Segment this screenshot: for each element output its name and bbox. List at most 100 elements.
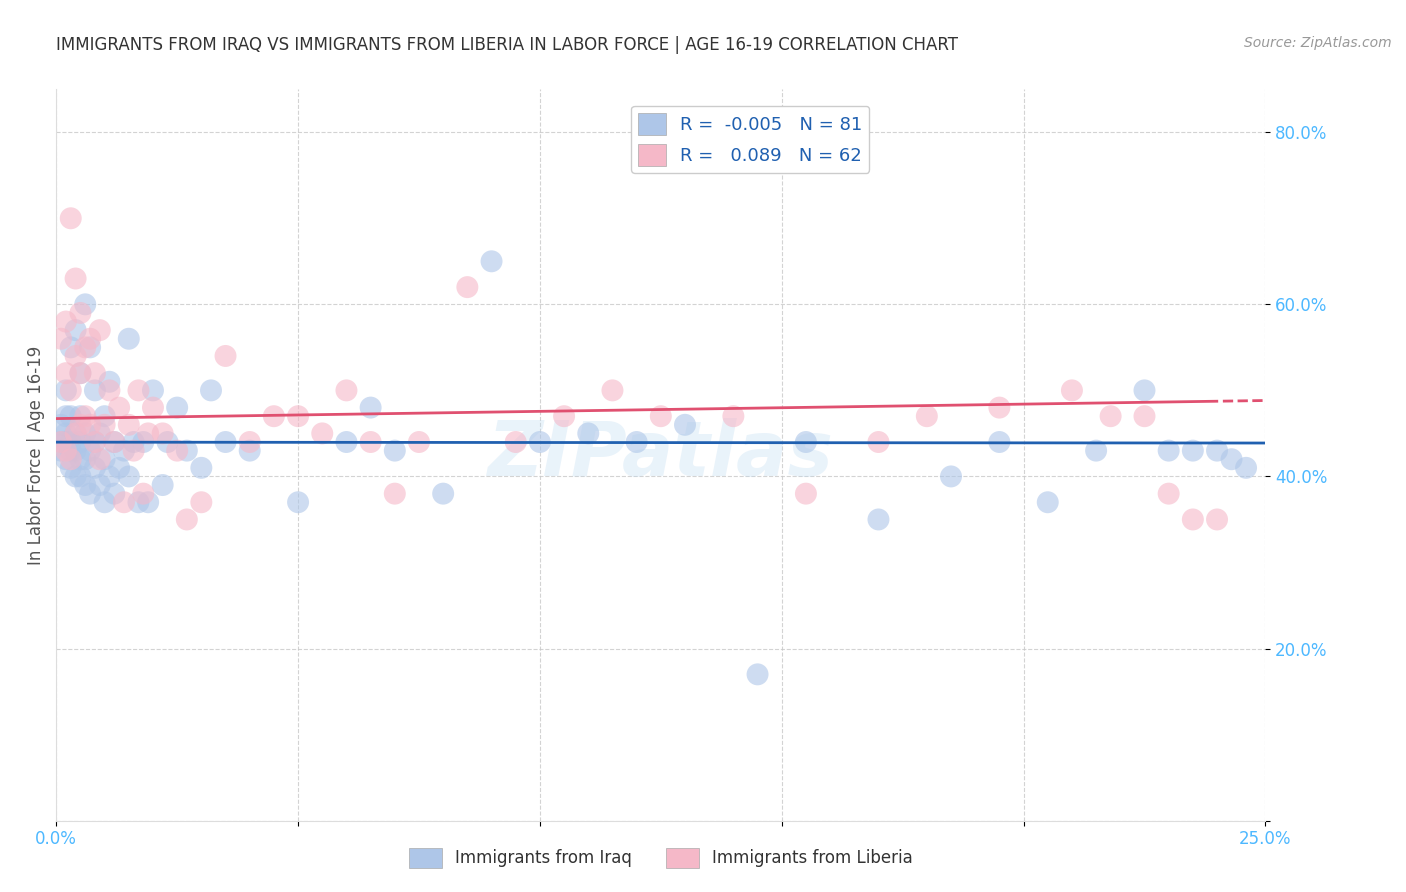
Point [360,401,382,415]
Point [432,486,454,500]
Point [287,409,309,424]
Point [108,401,131,415]
Point [93,409,115,424]
Point [55,384,77,398]
Point [103,435,125,450]
Point [84,435,107,450]
Point [59,443,82,458]
Point [1181,512,1204,526]
Point [136,495,159,509]
Point [118,332,141,346]
Point [576,426,599,441]
Point [214,435,236,450]
Point [69,452,91,467]
Point [176,443,198,458]
Point [69,366,91,380]
Point [89,452,111,467]
Point [65,349,87,363]
Point [59,384,82,398]
Point [55,409,77,424]
Point [65,426,87,441]
Point [75,340,97,354]
Point [69,417,91,432]
Text: Source: ZipAtlas.com: Source: ZipAtlas.com [1244,36,1392,50]
Point [915,409,938,424]
Point [1220,452,1243,467]
Point [75,452,97,467]
Point [132,435,155,450]
Legend: R =  -0.005   N = 81, R =   0.089   N = 62: R = -0.005 N = 81, R = 0.089 N = 62 [631,105,869,173]
Point [1085,443,1108,458]
Point [79,443,101,458]
Point [673,417,696,432]
Point [65,443,87,458]
Point [79,486,101,500]
Point [239,443,262,458]
Point [723,409,745,424]
Point [481,254,503,268]
Point [626,435,648,450]
Point [55,314,77,328]
Point [93,417,115,432]
Point [59,211,82,226]
Point [136,426,159,441]
Point [794,486,817,500]
Point [127,384,149,398]
Text: ZIPatlas: ZIPatlas [488,418,834,491]
Point [384,486,406,500]
Point [1133,409,1156,424]
Point [239,435,262,450]
Point [55,435,77,450]
Point [132,486,155,500]
Point [65,323,87,337]
Point [118,469,141,483]
Point [69,409,91,424]
Point [65,426,87,441]
Point [263,409,285,424]
Point [118,417,141,432]
Point [1060,384,1083,398]
Point [122,443,145,458]
Point [79,417,101,432]
Point [214,349,236,363]
Point [1157,486,1180,500]
Point [988,401,1011,415]
Point [1206,443,1229,458]
Point [505,435,527,450]
Point [127,495,149,509]
Point [553,409,575,424]
Point [103,486,125,500]
Point [55,426,77,441]
Point [89,323,111,337]
Point [59,409,82,424]
Point [108,460,131,475]
Point [794,435,817,450]
Point [98,375,121,389]
Point [49,443,72,458]
Point [142,401,165,415]
Point [98,384,121,398]
Point [89,478,111,492]
Point [75,426,97,441]
Point [156,435,179,450]
Point [98,469,121,483]
Point [75,297,97,311]
Point [112,443,135,458]
Point [1181,443,1204,458]
Point [1036,495,1059,509]
Point [59,452,82,467]
Point [868,435,890,450]
Point [79,340,101,354]
Point [1234,460,1257,475]
Point [384,443,406,458]
Point [55,366,77,380]
Legend: Immigrants from Iraq, Immigrants from Liberia: Immigrants from Iraq, Immigrants from Li… [402,841,920,875]
Point [190,460,212,475]
Point [65,271,87,285]
Point [84,384,107,398]
Point [122,435,145,450]
Point [1157,443,1180,458]
Point [456,280,478,294]
Point [69,366,91,380]
Text: IMMIGRANTS FROM IRAQ VS IMMIGRANTS FROM LIBERIA IN LABOR FORCE | AGE 16-19 CORRE: IMMIGRANTS FROM IRAQ VS IMMIGRANTS FROM … [56,36,959,54]
